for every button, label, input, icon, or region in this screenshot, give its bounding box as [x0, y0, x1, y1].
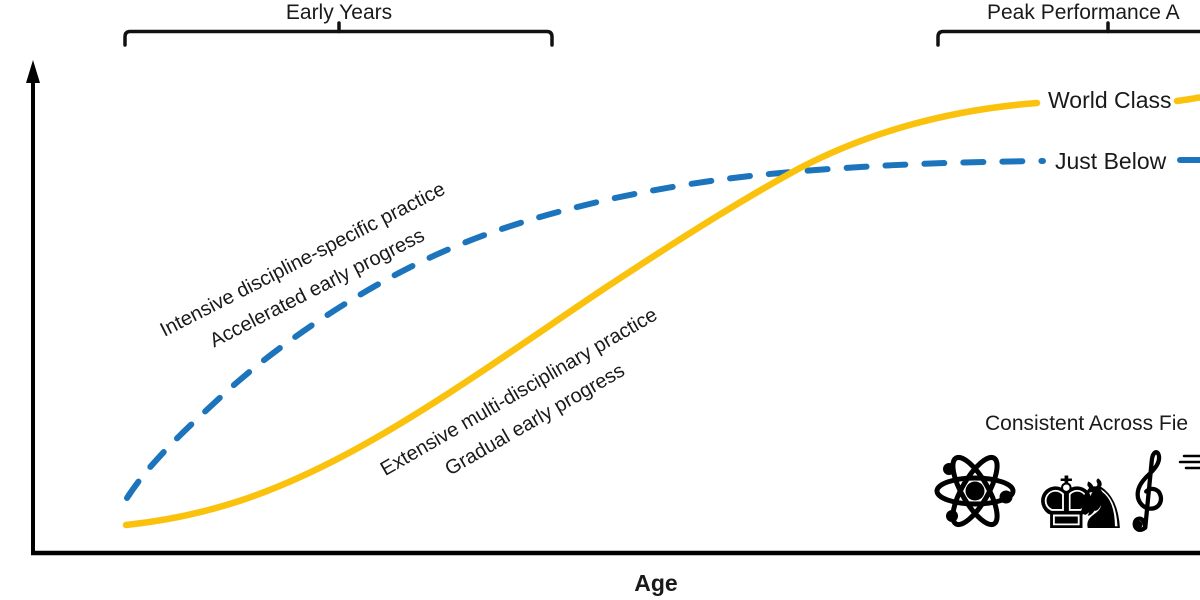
- early-years-label: Early Years: [285, 1, 393, 24]
- x-axis-label: Age: [634, 570, 678, 596]
- motion-lines-partial-icon: [1178, 454, 1200, 470]
- y-axis: [26, 60, 40, 554]
- chess-knight-icon: ♞: [1070, 466, 1131, 545]
- chess-king-icon: ♚: [1034, 461, 1099, 545]
- treble-clef-icon: [1132, 450, 1164, 532]
- early-years-bracket: [123, 21, 554, 47]
- atom-icon: [934, 454, 1016, 528]
- world-class-curve: [122, 99, 1041, 529]
- chess-icons: ♚ ♞: [1034, 461, 1131, 545]
- just-below-curve: [124, 158, 1046, 501]
- just-below-label: Just Below: [1055, 148, 1167, 174]
- peak-performance-label: Peak Performance A: [987, 1, 1180, 24]
- consistent-across-fields-label: Consistent Across Fie: [985, 412, 1189, 435]
- world-class-curve-right-stub: [1173, 94, 1200, 105]
- peak-performance-bracket: [936, 21, 1200, 47]
- world-class-label: World Class: [1048, 87, 1172, 113]
